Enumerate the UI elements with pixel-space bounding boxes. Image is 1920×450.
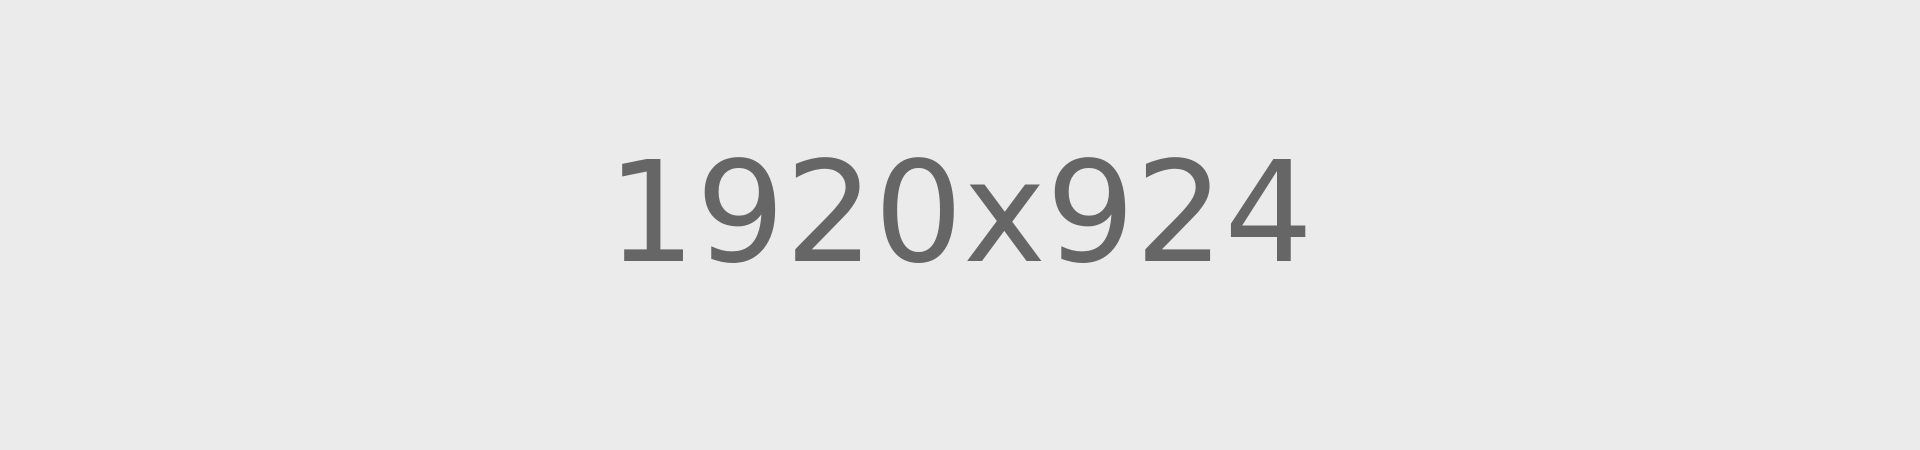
placeholder-dimensions-label: 1920x924 [606, 132, 1314, 295]
